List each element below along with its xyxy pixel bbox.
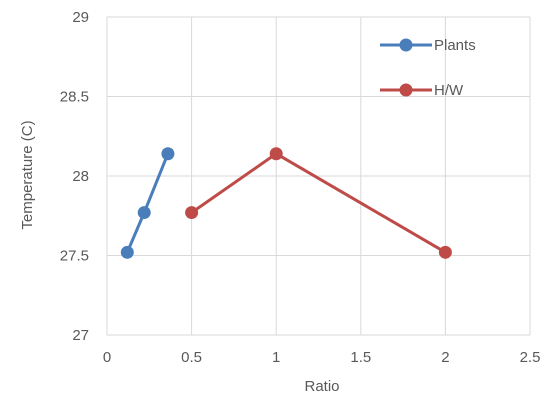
x-tick-label: 2 <box>441 349 449 366</box>
y-axis-title: Temperature (C) <box>19 120 36 229</box>
y-tick-label: 28 <box>72 168 89 185</box>
legend-label: H/W <box>434 82 464 99</box>
x-tick-label: 1.5 <box>350 349 371 366</box>
y-axis-ticks: 27 27.5 28 28.5 29 <box>60 9 89 344</box>
series-plants <box>120 147 175 259</box>
grid-lines <box>106 16 531 336</box>
data-point <box>438 245 452 259</box>
x-axis-ticks: 0 0.5 1 1.5 2 2.5 <box>103 349 541 366</box>
legend-label: Plants <box>434 37 476 54</box>
x-axis-title: Ratio <box>304 378 339 395</box>
y-tick-label: 27 <box>72 327 89 344</box>
legend-item: H/W <box>380 82 464 99</box>
y-tick-label: 28.5 <box>60 89 89 106</box>
data-point <box>120 245 134 259</box>
legend-swatch-marker <box>399 83 413 97</box>
legend-item: Plants <box>380 37 476 54</box>
x-tick-label: 0.5 <box>181 349 202 366</box>
series-line <box>190 151 447 254</box>
x-tick-label: 1 <box>272 349 280 366</box>
legend-swatch-marker <box>399 38 413 52</box>
data-point <box>185 206 199 220</box>
x-tick-label: 2.5 <box>520 349 541 366</box>
y-tick-label: 27.5 <box>60 248 89 265</box>
legend: Plants H/W <box>380 37 476 99</box>
data-point <box>161 147 175 161</box>
data-point <box>137 206 151 220</box>
data-point <box>269 147 283 161</box>
x-tick-label: 0 <box>103 349 111 366</box>
y-tick-label: 29 <box>72 9 89 26</box>
series-h-w <box>185 147 452 259</box>
series-layer <box>120 147 452 259</box>
series-line <box>125 153 170 253</box>
